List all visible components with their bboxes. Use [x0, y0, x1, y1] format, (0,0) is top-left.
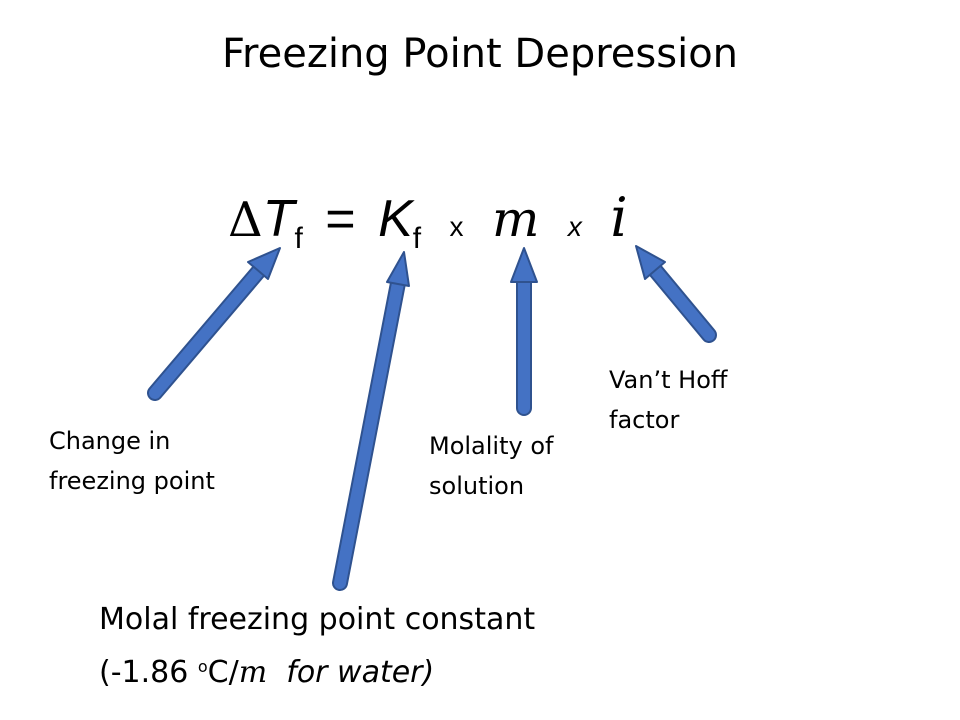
constant-value-line: (-1.86 oC/m for water): [99, 655, 435, 690]
molal-constant-label: Molal freezing point constant (-1.86 oC/…: [99, 596, 535, 696]
molality-variable: m: [492, 190, 540, 248]
temperature-subscript: f: [294, 222, 303, 255]
arrow-molal-constant: [332, 251, 410, 591]
constant-subscript: f: [412, 222, 422, 255]
delta-symbol: Δ: [228, 192, 263, 248]
freezing-point-equation: ΔTf = Kf x m x i: [228, 183, 628, 255]
constant-variable: K: [378, 190, 413, 248]
molality-label: Molality of solution: [429, 432, 554, 500]
vant-hoff-variable: i: [610, 186, 628, 249]
equals-sign: =: [325, 190, 356, 248]
arrow-change-in-freezing-point: [147, 247, 281, 401]
vant-hoff-label: Van’t Hoff factor: [609, 366, 728, 434]
arrow-vant-hoff: [635, 245, 717, 343]
temperature-variable: T: [262, 190, 295, 248]
change-in-freezing-point-label: Change in freezing point: [49, 427, 215, 495]
arrow-molality: [510, 247, 538, 416]
multiply-sign: x: [449, 211, 464, 242]
multiply-sign: x: [567, 211, 582, 242]
slide-title: Freezing Point Depression: [221, 31, 739, 77]
